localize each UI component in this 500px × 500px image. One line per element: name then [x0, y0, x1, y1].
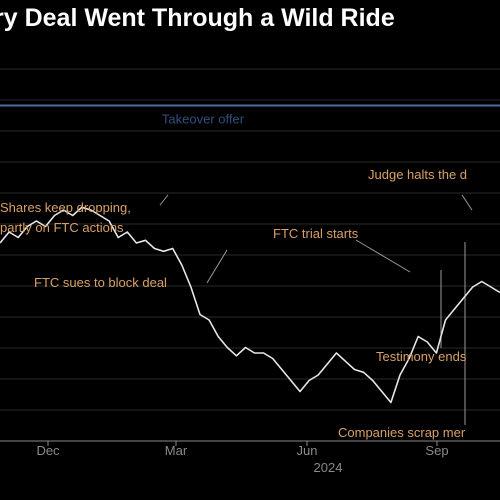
annotation-ftc-sues: FTC sues to block deal	[34, 275, 167, 290]
x-tick-label-sep: Sep	[425, 443, 448, 458]
connector-ftc-trial	[355, 239, 411, 273]
annotation-shares-dropping-1: Shares keep dropping,	[0, 200, 131, 215]
series-line	[0, 206, 500, 404]
x-tick-label-mar: Mar	[165, 443, 188, 458]
x-tick-label-dec: Dec	[36, 443, 60, 458]
annotation-shares-dropping-2: partly on FTC actions	[0, 220, 124, 235]
x-tick-label-jun: Jun	[297, 443, 318, 458]
connector-shares-dropping	[159, 194, 169, 206]
annotations: Shares keep dropping, partly on FTC acti…	[0, 167, 467, 440]
chart-title: ry Deal Went Through a Wild Ride	[0, 4, 395, 32]
annotation-judge-halts: Judge halts the d	[368, 167, 467, 182]
annotation-companies-scrap: Companies scrap mer	[338, 425, 466, 440]
x-year-label: 2024	[314, 460, 343, 475]
takeover-offer-reference: Takeover offer	[0, 104, 500, 127]
offer-label: Takeover offer	[162, 112, 245, 127]
connector-ftc-sues	[206, 249, 228, 284]
annotation-connectors	[159, 194, 473, 425]
annotation-ftc-trial: FTC trial starts	[273, 226, 359, 241]
x-axis-ticks	[47, 441, 438, 446]
annotation-testimony-ends: Testimony ends	[376, 349, 467, 364]
gridlines	[0, 68, 500, 411]
connector-judge-halts	[461, 194, 473, 211]
